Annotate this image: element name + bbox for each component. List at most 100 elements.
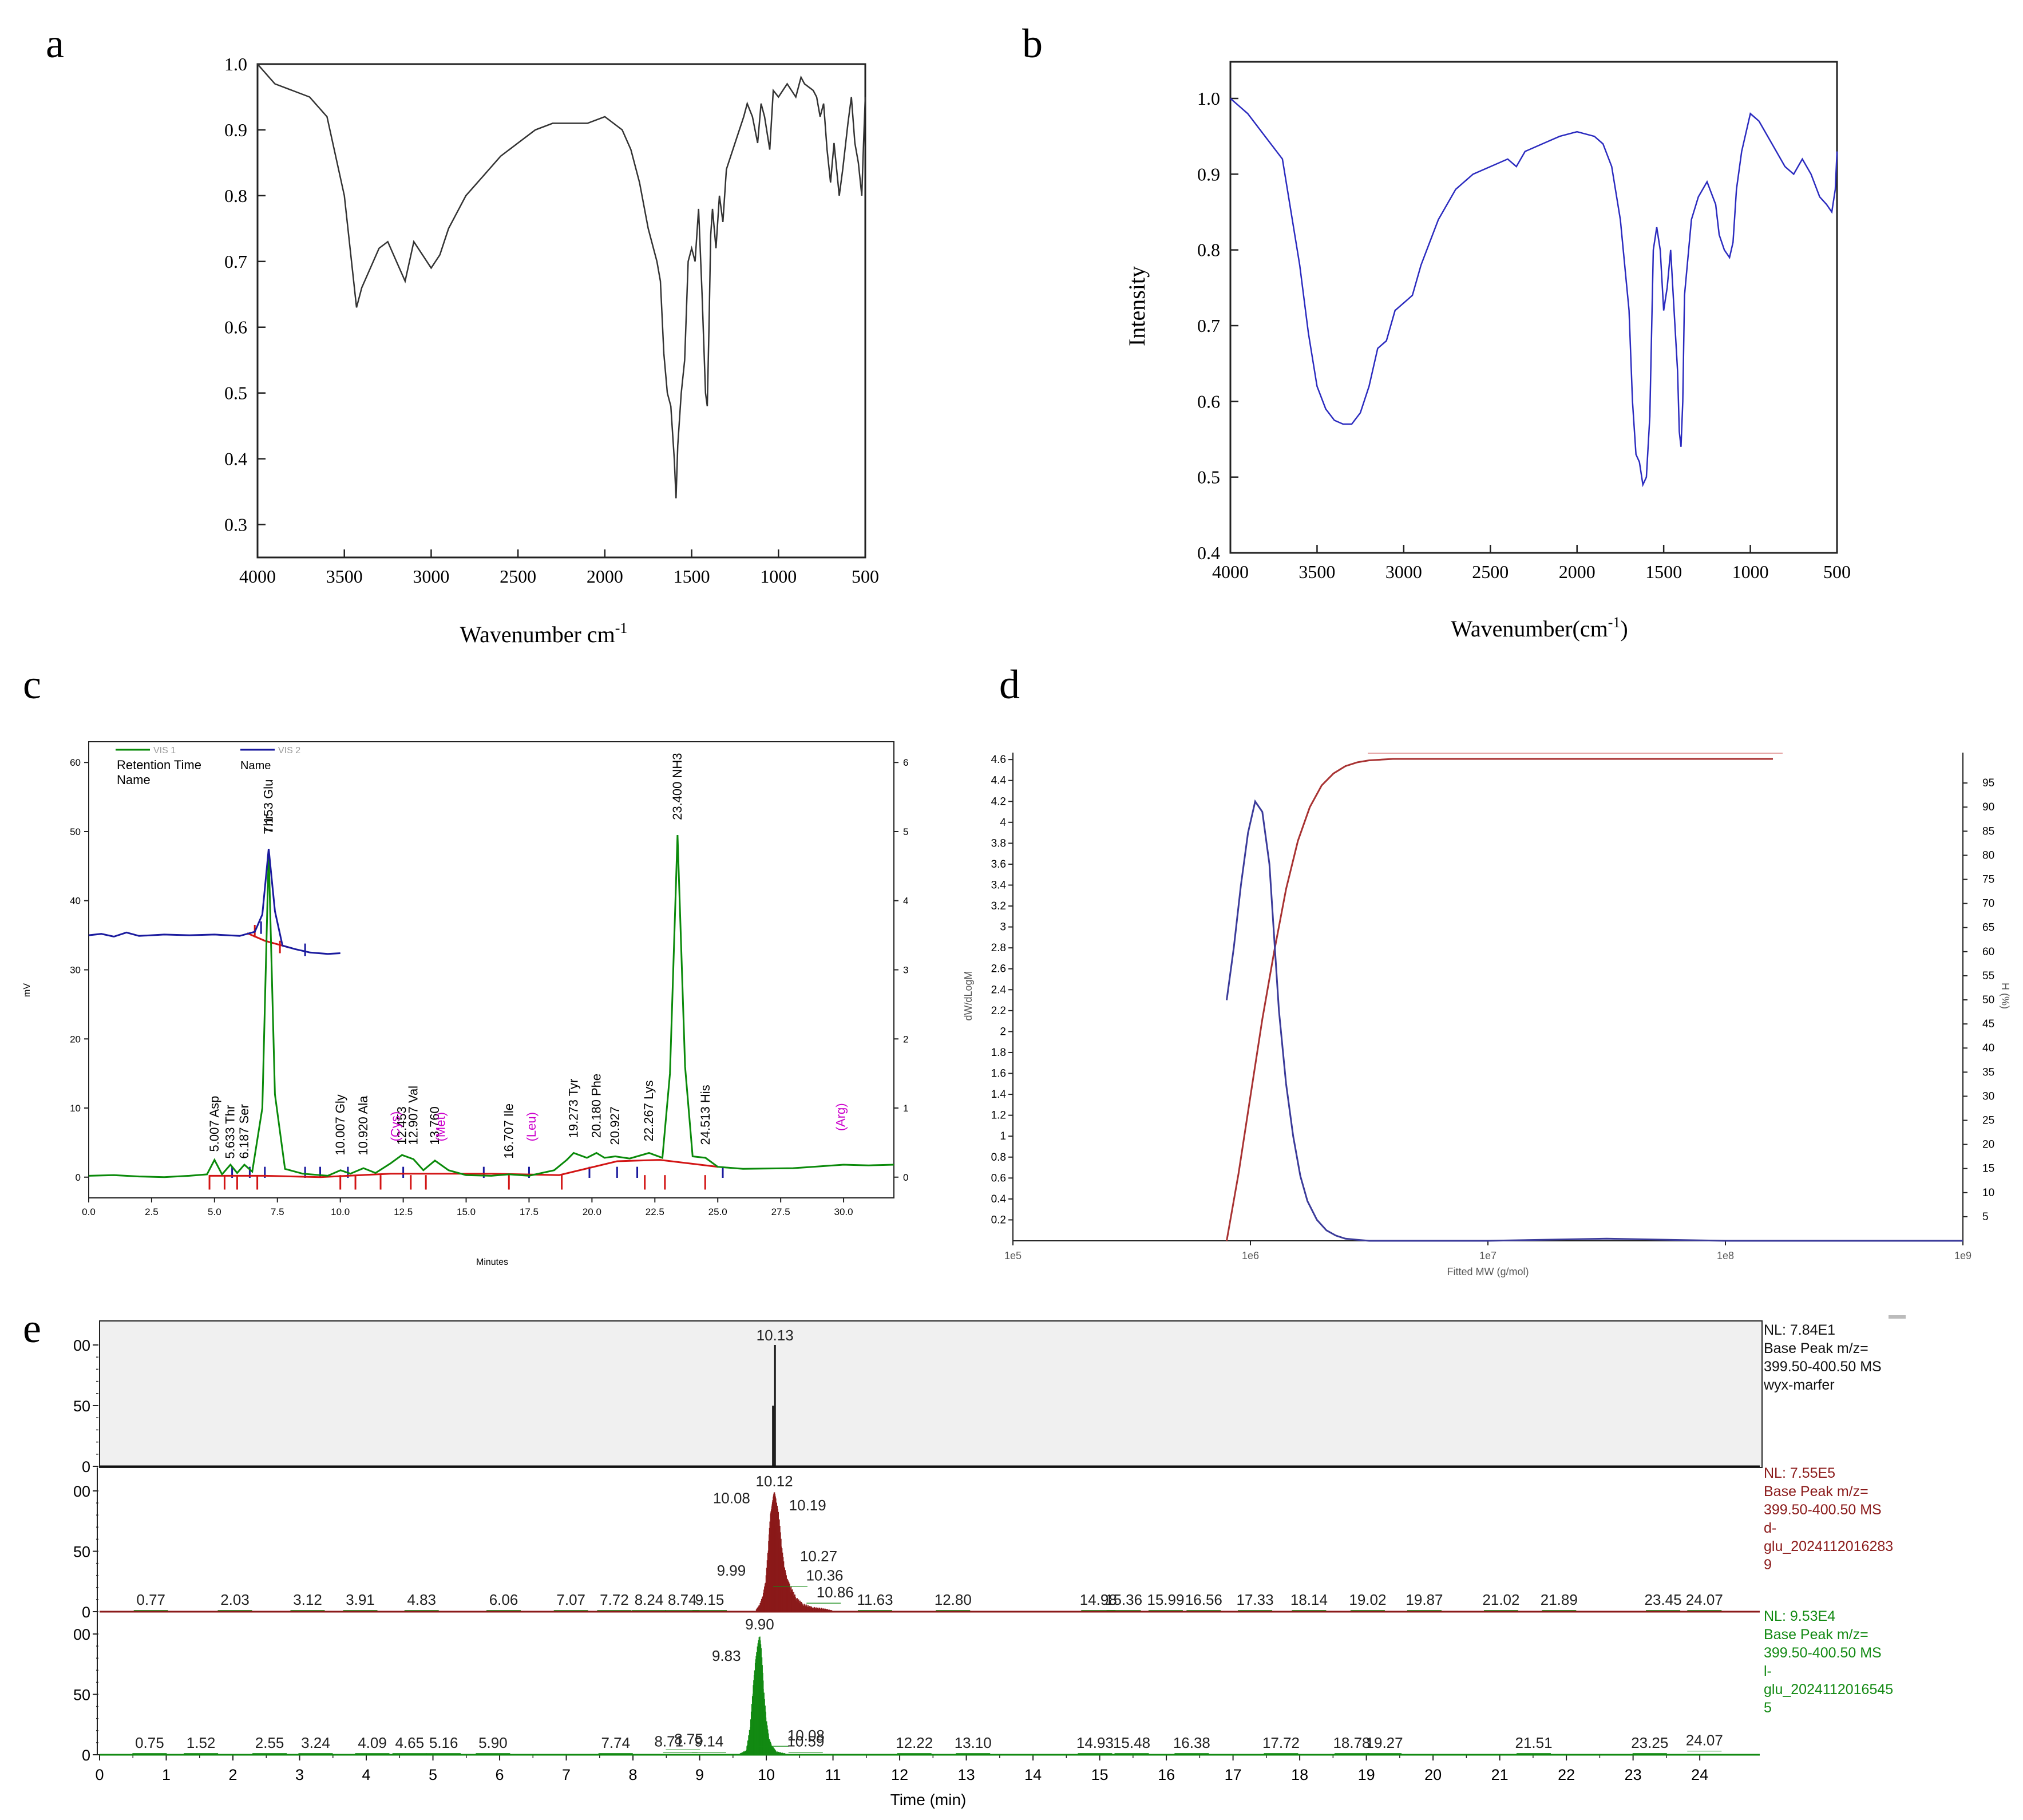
panel-c-vis2-trace bbox=[88, 849, 341, 955]
panel-e-peak-label: 21.02 bbox=[1482, 1591, 1519, 1608]
panel-d-ytick-label: 0.8 bbox=[991, 1152, 1006, 1164]
panel-d-xtick-label: 1e8 bbox=[1717, 1250, 1734, 1261]
panel-c-xtick-label: 12.5 bbox=[394, 1206, 413, 1217]
panel-d-right-tick-label: 50 bbox=[1982, 994, 1994, 1006]
panel-e-trace3: 0.75 1.52 2.55 3.24 4.09 4.65 5.16 5.90 7.74 8.71… bbox=[100, 1616, 1760, 1756]
panel-c-peak-label: 10.920 Ala bbox=[356, 1095, 370, 1156]
panel-c-right-tick-label: 4 bbox=[903, 896, 908, 907]
panel-e-peak-label: 10.59 bbox=[787, 1733, 824, 1750]
panel-d-ytick-label: 0.2 bbox=[991, 1214, 1006, 1226]
panel-e-info-line: NL: 9.53E4 bbox=[1764, 1608, 1835, 1624]
panel-a-xtick-label: 3500 bbox=[326, 566, 363, 587]
panel-c-xtick-label: 15.0 bbox=[457, 1206, 476, 1217]
panel-b-xtick-label: 4000 bbox=[1212, 561, 1249, 582]
panel-d-ytick-label: 1.4 bbox=[991, 1089, 1007, 1101]
panel-label-a: a bbox=[46, 21, 64, 66]
panel-b-ylabel: Intensity bbox=[1124, 266, 1150, 346]
panel-d-ytick-label: 4 bbox=[1000, 817, 1006, 829]
panel-c-peak-label: 19.273 Tyr bbox=[566, 1079, 580, 1138]
panel-e-info-line: NL: 7.55E5 bbox=[1764, 1465, 1835, 1481]
panel-a-spectrum-line bbox=[257, 64, 866, 498]
panel-e-peak-label: 18.14 bbox=[1290, 1591, 1328, 1608]
panel-c-amino-acid-chromatogram: 0.0 2.5 5.0 7.5 10.0 12.5 15.0 17.5 20.0 22.5 25.0… bbox=[22, 741, 908, 1267]
panel-e-peak-label: 5.90 bbox=[478, 1734, 508, 1751]
panel-e-peak-label: 9.90 bbox=[745, 1616, 774, 1633]
panel-d-distribution-line bbox=[1226, 799, 1963, 1242]
panel-e-peak-label: 10.13 bbox=[757, 1327, 794, 1344]
panel-d-ytick-label: 1 bbox=[1000, 1130, 1006, 1142]
panel-e-info-line: l- bbox=[1764, 1663, 1772, 1679]
panel-c-peak-label: 10.007 Gly bbox=[333, 1094, 347, 1155]
panel-e-info-line: wyx-marfer bbox=[1763, 1377, 1835, 1393]
panel-c-xtick-label: 2.5 bbox=[145, 1206, 159, 1217]
panel-a-xtick-label: 1500 bbox=[674, 566, 710, 587]
panel-c-peak-label: 24.513 His bbox=[698, 1085, 712, 1145]
panel-c-magenta-label: (Cys) bbox=[388, 1111, 402, 1142]
panel-e-info-line: 399.50-400.50 MS bbox=[1764, 1502, 1882, 1518]
panel-e-xtick-label: 5 bbox=[429, 1766, 437, 1783]
panel-a-xtick-label: 1000 bbox=[760, 566, 797, 587]
panel-d-xtick-label: 1e5 bbox=[1004, 1250, 1022, 1261]
panel-d-ytick-label: 2 bbox=[1000, 1026, 1006, 1038]
panel-e-peak-label: 16.56 bbox=[1185, 1591, 1222, 1608]
panel-b-ytick-label: 0.9 bbox=[1197, 164, 1220, 184]
panel-a-xtick-label: 3000 bbox=[413, 566, 449, 587]
panel-e-xtick-label: 4 bbox=[362, 1766, 371, 1783]
panel-c-xtick-label: 22.5 bbox=[646, 1206, 664, 1217]
panel-c-peak-label: 12.907 Val bbox=[406, 1086, 421, 1145]
panel-e-peak-label: 2.03 bbox=[220, 1591, 250, 1608]
panel-e-peak-label: 9.99 bbox=[717, 1562, 746, 1579]
panel-c-ytick-label: 60 bbox=[70, 757, 81, 768]
panel-c-peak-label: 12.453 bbox=[395, 1106, 409, 1145]
panel-e-xtick-label: 12 bbox=[891, 1766, 908, 1783]
panel-e-peak-label: 19.02 bbox=[1349, 1591, 1386, 1608]
panel-c-xtick-label: 5.0 bbox=[208, 1206, 221, 1217]
panel-e-peak-label: 3.12 bbox=[293, 1591, 322, 1608]
panel-e-trace1-background bbox=[99, 1320, 1763, 1468]
panel-c-axes: 0.0 2.5 5.0 7.5 10.0 12.5 15.0 17.5 20.0 22.5 25.0… bbox=[70, 757, 908, 1217]
panel-e-peak-label: 23.45 bbox=[1645, 1591, 1682, 1608]
panel-a-xlabel: Wavenumber cm-1 bbox=[460, 620, 628, 647]
panel-d-right-tick-label: 45 bbox=[1982, 1018, 1994, 1030]
panel-e-peak-label: 11.63 bbox=[857, 1591, 893, 1608]
panel-e-peak-label: 18.78 bbox=[1333, 1734, 1370, 1751]
panel-b-ytick-label: 0.8 bbox=[1197, 240, 1220, 260]
panel-d-cumulative-line bbox=[1226, 758, 1773, 1241]
panel-e-peak-label: 2.55 bbox=[255, 1734, 284, 1751]
panel-c-magenta-label: (Leu) bbox=[524, 1112, 539, 1141]
panel-e-xtick-label: 8 bbox=[629, 1766, 638, 1783]
panel-e-peak-label: 3.91 bbox=[346, 1591, 375, 1608]
panel-e-info-line: Base Peak m/z= bbox=[1764, 1627, 1868, 1643]
panel-d-right-tick-label: 95 bbox=[1982, 777, 1994, 789]
panel-e-peak-label: 0.77 bbox=[136, 1591, 165, 1608]
panel-c-peak-label: Thr bbox=[262, 815, 276, 834]
panel-d-ytick-label: 3.6 bbox=[991, 858, 1006, 871]
panel-a-xtick-label: 2500 bbox=[500, 566, 536, 587]
panel-e-info-line: NL: 7.84E1 bbox=[1764, 1322, 1835, 1338]
panel-e-ytick-label: 00 bbox=[73, 1626, 90, 1643]
panel-e-xlabel: Time (min) bbox=[890, 1791, 967, 1809]
panel-e-xtick-label: 10 bbox=[758, 1766, 775, 1783]
panel-b-ytick-label: 0.5 bbox=[1197, 467, 1220, 488]
panel-b-xlabel: Wavenumber(cm-1) bbox=[1451, 614, 1628, 642]
panel-e-xtick-label: 0 bbox=[95, 1766, 104, 1783]
panel-b-xtick-label: 500 bbox=[1823, 561, 1851, 582]
panel-e-peak-label: 14.98 bbox=[1080, 1591, 1117, 1608]
panel-a-axes: 4000 3500 3000 2500 2000 1500 1000 500 0.3 0.4 0.5… bbox=[224, 54, 879, 587]
panel-b-spectrum-line bbox=[1230, 98, 1838, 488]
panel-e-peak-label: 15.36 bbox=[1105, 1591, 1142, 1608]
panel-e-peak-label: 10.27 bbox=[800, 1548, 837, 1565]
panel-e-peak-label: 7.74 bbox=[601, 1734, 630, 1751]
legend-vis2-label: VIS 2 bbox=[278, 746, 300, 755]
panel-c-magenta-label: (Met) bbox=[434, 1112, 448, 1141]
panel-c-peak-label: 23.400 NH3 bbox=[670, 753, 684, 820]
panel-b-ytick-label: 0.4 bbox=[1197, 543, 1220, 563]
panel-c-xtick-label: 30.0 bbox=[834, 1206, 853, 1217]
panel-c-xtick-label: 25.0 bbox=[708, 1206, 727, 1217]
panel-e-trace1: 10.13 bbox=[100, 1327, 1760, 1467]
panel-e-xtick-label: 1 bbox=[162, 1766, 171, 1783]
panel-d-molecular-weight-distribution: 1e5 1e6 1e7 1e8 1e9 0.2 0.4 0.6 0.8 1 1.2 1.4 1.6 1.8… bbox=[963, 753, 2011, 1277]
panel-c-peak-label: 7.153 Glu bbox=[262, 780, 276, 834]
